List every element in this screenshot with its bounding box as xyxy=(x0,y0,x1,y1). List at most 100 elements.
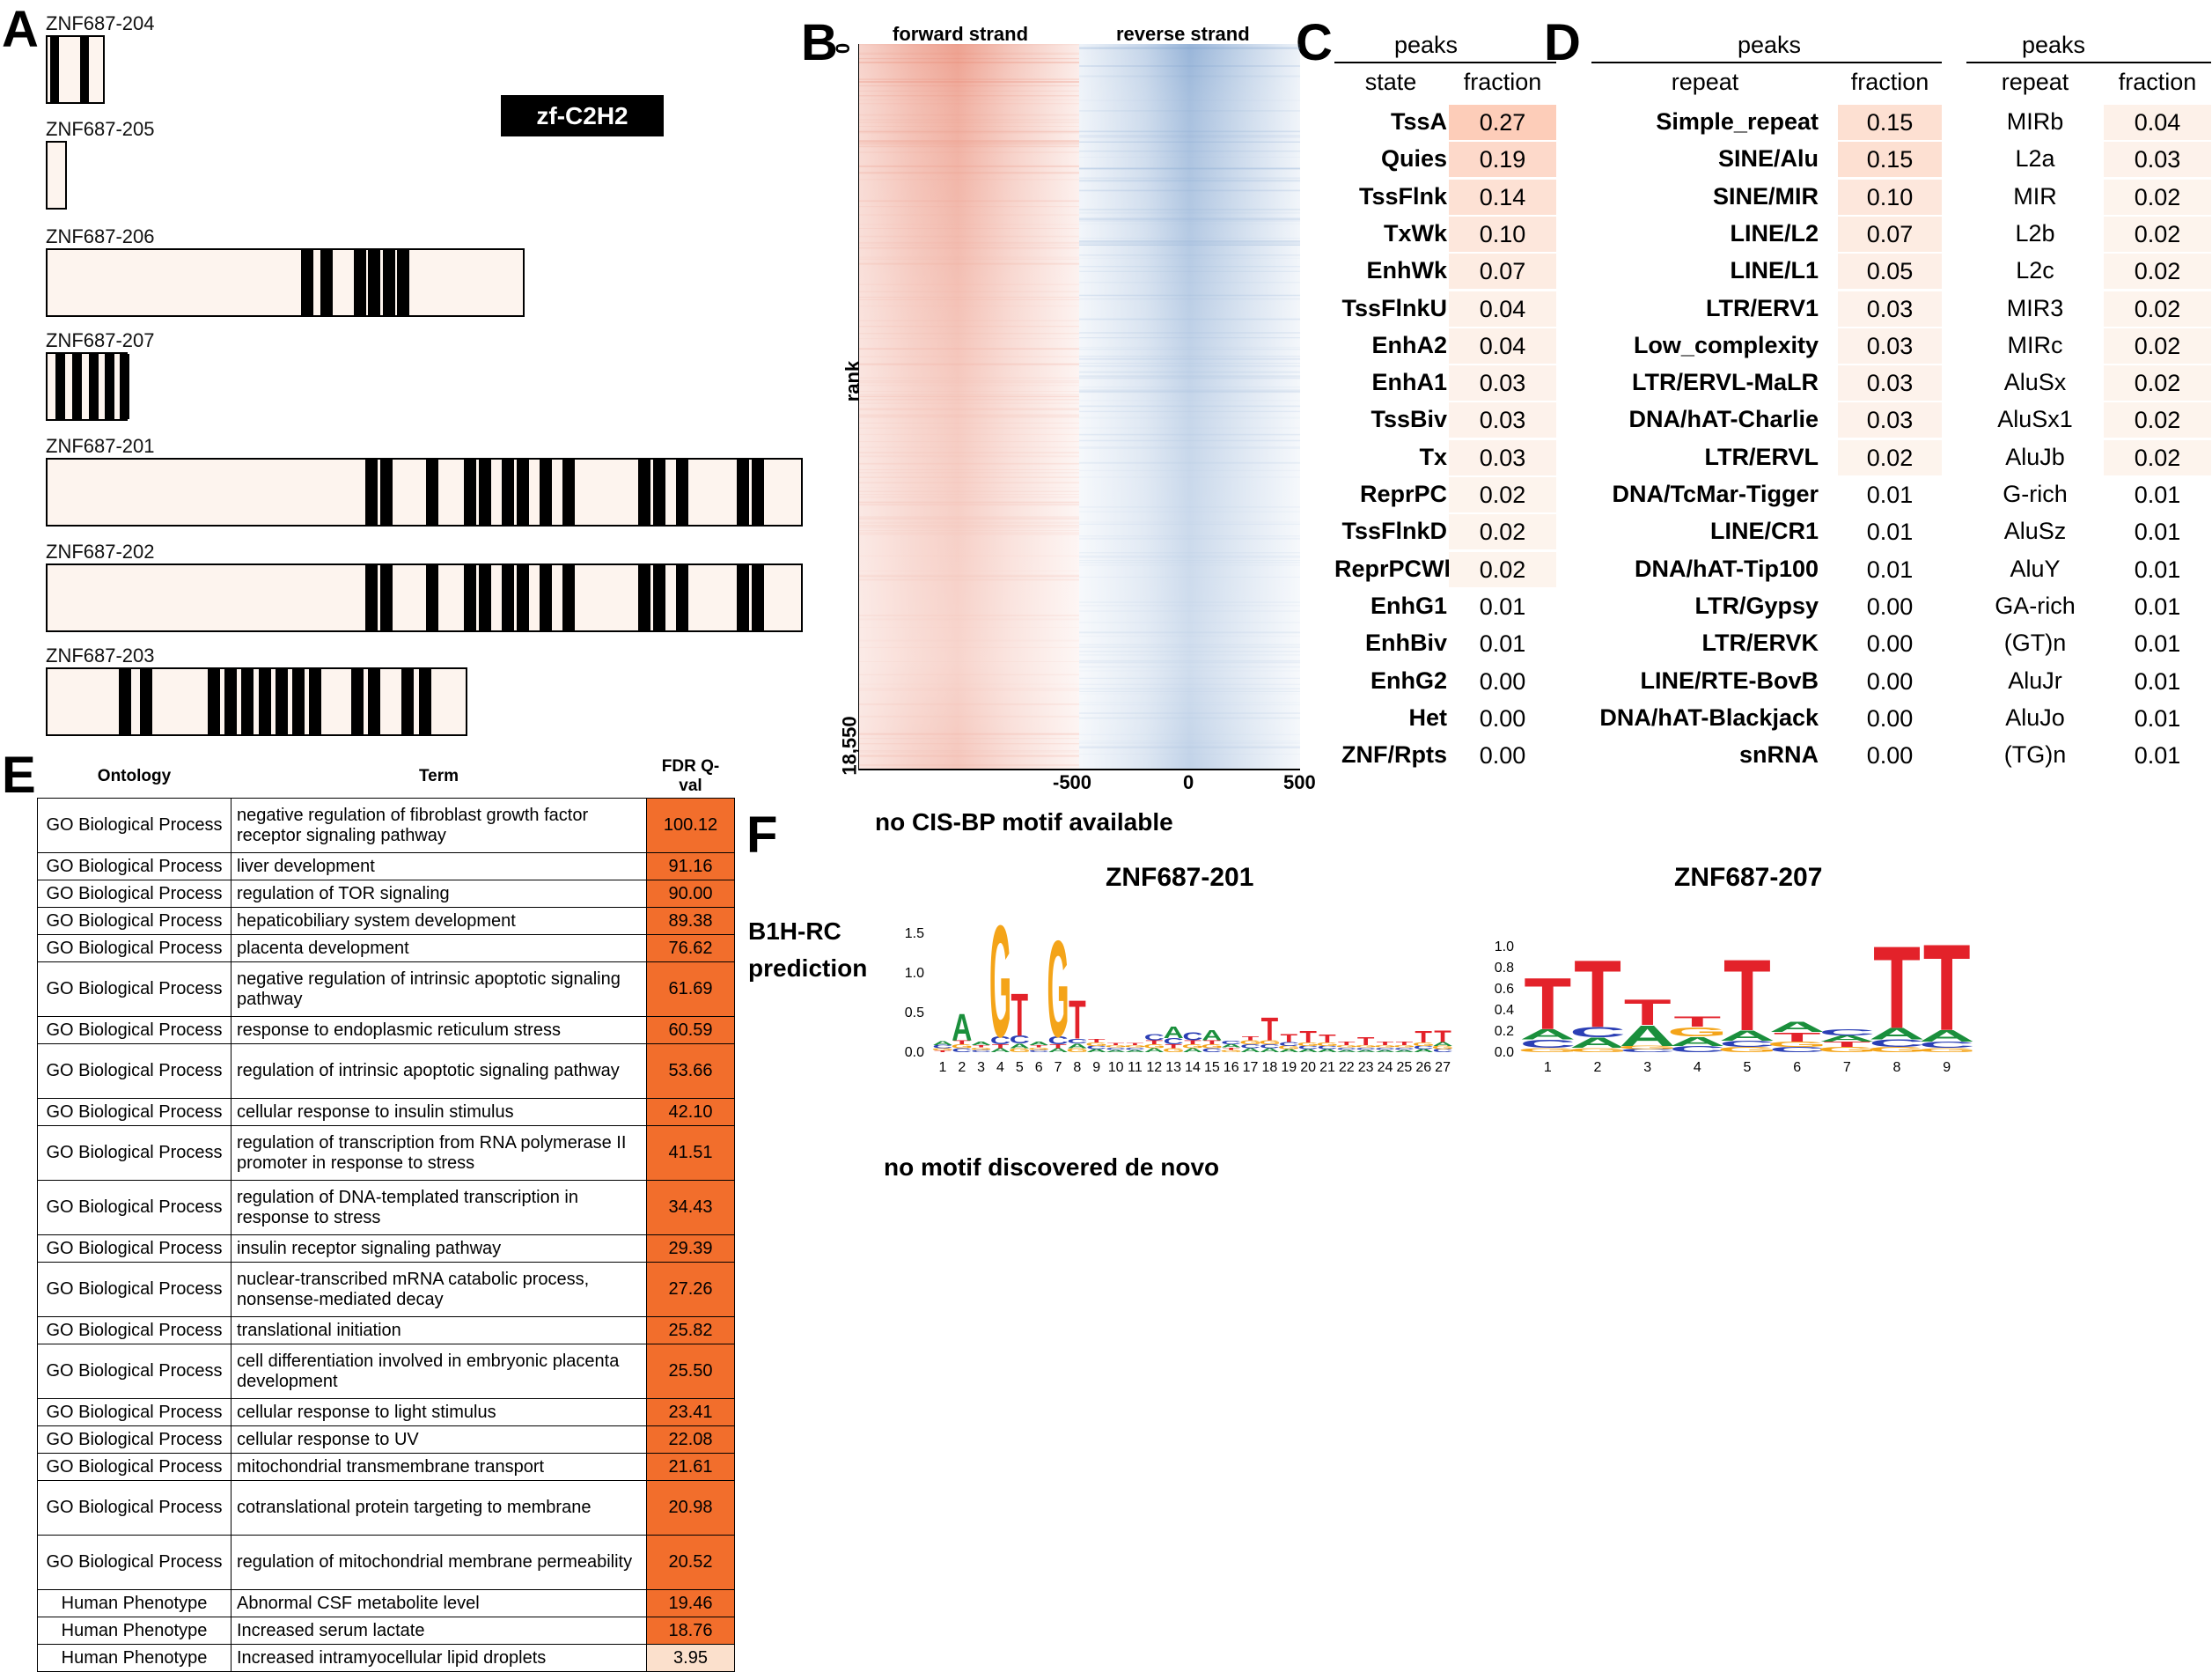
logo-letter-t: T xyxy=(1774,1030,1821,1045)
row-fraction: 0.01 xyxy=(2104,626,2211,662)
row-fraction: 0.01 xyxy=(2104,700,2211,736)
zinc-finger-domain xyxy=(276,669,288,734)
x-tick-minus500: -500 xyxy=(1053,771,1092,793)
logo-letter-c: C xyxy=(1221,1040,1241,1045)
row-fraction: 0.00 xyxy=(1838,588,1942,624)
logo-letter-c: C xyxy=(1394,1047,1415,1050)
zinc-finger-domain xyxy=(426,565,438,630)
row-label: LTR/ERVL xyxy=(1704,443,1819,470)
row-fraction: 0.01 xyxy=(1838,551,1942,587)
logo-letter-a: A xyxy=(1202,1028,1222,1043)
zinc-finger-domain xyxy=(105,354,114,419)
row-label: ReprPCWk xyxy=(1334,555,1458,582)
logo-y-tick: 0.8 xyxy=(1495,961,1514,976)
heatmap-y-top-tick: 0 xyxy=(832,42,855,55)
row-label: Het xyxy=(1408,703,1447,731)
logo-letter-g: G xyxy=(951,1043,973,1050)
row-label: L2b xyxy=(2015,219,2055,247)
logo-letter-a: A xyxy=(1298,1048,1319,1053)
cell-term: regulation of intrinsic apoptotic signal… xyxy=(231,1043,647,1099)
row-label: AluSx xyxy=(2003,369,2067,396)
logo-letter-c: C xyxy=(1769,1046,1826,1054)
cell-fdr: 25.50 xyxy=(646,1344,735,1399)
logo-y-tick: 1.5 xyxy=(905,926,924,941)
logo-letter-g: G xyxy=(1201,1043,1223,1050)
table-row: GO Biological Process nuclear-transcribed… xyxy=(37,1262,735,1317)
cell-term: insulin receptor signaling pathway xyxy=(231,1234,647,1263)
row-fraction: 0.02 xyxy=(2104,402,2211,438)
zinc-finger-domain xyxy=(752,565,764,630)
logo-letter-c: C xyxy=(1086,1045,1106,1050)
row-fraction: 0.01 xyxy=(2104,477,2211,512)
logo-letter-t: T xyxy=(1377,1041,1394,1046)
logo-position-label: 9 xyxy=(1092,1060,1100,1075)
zinc-finger-domain xyxy=(301,250,313,315)
logo-letter-g: G xyxy=(1259,1039,1281,1045)
logo-position-label: 22 xyxy=(1339,1060,1355,1075)
cell-term: regulation of DNA-templated transcriptio… xyxy=(231,1180,647,1235)
cell-term: negative regulation of fibroblast growth… xyxy=(231,798,647,853)
cell-ontology: GO Biological Process xyxy=(37,1262,231,1317)
zinc-finger-domain xyxy=(140,669,152,734)
table-row: GO Biological Process negative regulation… xyxy=(37,798,735,853)
logo-position-label: 2 xyxy=(1594,1060,1602,1075)
cell-fdr: 100.12 xyxy=(646,798,735,853)
logo-position-label: 18 xyxy=(1262,1060,1278,1075)
row-label: L2a xyxy=(2015,145,2055,173)
zinc-finger-domain xyxy=(479,460,491,525)
zinc-finger-domain xyxy=(380,460,393,525)
logo-letter-t: T xyxy=(1357,1035,1375,1048)
cell-ontology: GO Biological Process xyxy=(37,852,231,880)
isoform-bar xyxy=(46,352,129,421)
logo-letter-g: G xyxy=(1717,1046,1778,1054)
logo-letter-t: T xyxy=(1127,1042,1144,1045)
cell-fdr: 61.69 xyxy=(646,961,735,1017)
cell-fdr: 91.16 xyxy=(646,852,735,880)
zinc-finger-domain xyxy=(120,354,129,419)
cell-ontology: Human Phenotype xyxy=(37,1589,231,1617)
x-tick-0: 0 xyxy=(1183,771,1194,793)
logo-letter-g: G xyxy=(1393,1044,1415,1048)
row-label: EnhBiv xyxy=(1364,630,1447,657)
table-row: GO Biological Process regulation of mitoc… xyxy=(37,1535,735,1590)
logo-letter-t: T xyxy=(1673,1013,1721,1029)
row-fraction: 0.01 xyxy=(2104,514,2211,550)
row-fraction: 0.10 xyxy=(1449,216,1556,252)
row-label: DNA/hAT-Blackjack xyxy=(1599,703,1819,731)
logo-letter-c: C xyxy=(1067,1037,1087,1044)
cell-term: cotranslational protein targeting to mem… xyxy=(231,1480,647,1536)
logo-letter-a: A xyxy=(1182,1047,1203,1053)
logo-position-label: 6 xyxy=(1035,1060,1043,1075)
zinc-finger-domain xyxy=(540,565,552,630)
logo-letter-g: G xyxy=(1568,1047,1628,1053)
panel-label-e: E xyxy=(2,747,36,804)
row-label: EnhWk xyxy=(1366,257,1448,284)
logo-position-label: 21 xyxy=(1319,1060,1335,1075)
panel-label-c: C xyxy=(1296,14,1333,71)
logo-position-label: 14 xyxy=(1185,1060,1201,1075)
logo-title-201: ZNF687-201 xyxy=(1106,863,1254,892)
row-label: TssA xyxy=(1390,108,1447,135)
row-label: L2c xyxy=(2016,257,2054,284)
logo-letter-c: C xyxy=(932,1044,952,1050)
isoform-bar xyxy=(46,248,525,317)
logo-position-label: 15 xyxy=(1204,1060,1220,1075)
row-fraction: 0.02 xyxy=(1449,477,1556,512)
row-fraction: 0.00 xyxy=(1838,700,1942,736)
logo-letter-a: A xyxy=(952,1006,972,1050)
logo-letter-c: C xyxy=(1317,1045,1337,1050)
table-row: GO Biological Process cellular response t… xyxy=(37,1098,735,1126)
row-label: TssBiv xyxy=(1371,406,1447,433)
logo-position-label: 24 xyxy=(1378,1060,1393,1075)
cell-term: negative regulation of intrinsic apoptot… xyxy=(231,961,647,1017)
logo-letter-c: C xyxy=(1414,1045,1434,1050)
logo-y-tick: 0.6 xyxy=(1495,982,1514,997)
table-row: GO Biological Process placenta developmen… xyxy=(37,934,735,962)
logo-letter-g: G xyxy=(1817,1046,1878,1054)
zinc-finger-domain xyxy=(365,565,378,630)
logo-letter-g: G xyxy=(1278,1045,1300,1050)
logo-letter-c: C xyxy=(1669,1044,1725,1054)
cell-term: cellular response to light stimulus xyxy=(231,1398,647,1426)
logo-letter-g: G xyxy=(1317,1042,1339,1047)
row-label: MIRc xyxy=(2007,331,2063,358)
